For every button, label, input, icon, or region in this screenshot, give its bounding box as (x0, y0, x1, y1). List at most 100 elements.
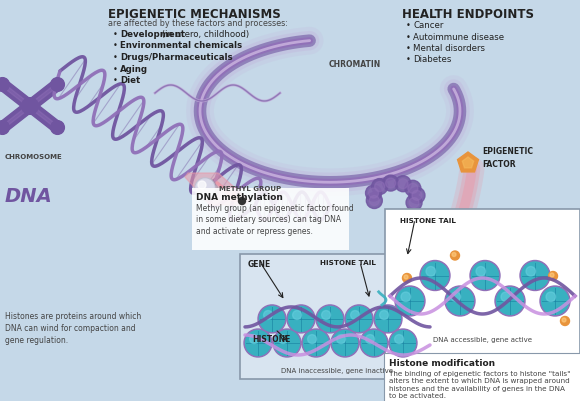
Polygon shape (462, 158, 474, 168)
Circle shape (562, 318, 566, 322)
Text: DNA: DNA (5, 186, 53, 205)
Circle shape (50, 122, 64, 135)
Polygon shape (0, 82, 61, 132)
Circle shape (379, 311, 389, 320)
Circle shape (346, 307, 372, 332)
Text: GENE: GENE (248, 259, 271, 268)
Circle shape (263, 311, 273, 320)
Text: Environmental chemicals: Environmental chemicals (120, 41, 242, 51)
Circle shape (195, 178, 215, 198)
Circle shape (445, 286, 475, 316)
Circle shape (426, 267, 436, 276)
Circle shape (397, 288, 423, 315)
Text: •: • (113, 41, 118, 51)
Text: Histones are proteins around which
DNA can wind for compaction and
gene regulati: Histones are proteins around which DNA c… (5, 311, 142, 344)
Text: Diabetes: Diabetes (413, 55, 451, 64)
Text: HISTONE TAIL: HISTONE TAIL (400, 217, 456, 223)
Text: DNA inaccessible, gene inactive: DNA inaccessible, gene inactive (281, 367, 393, 373)
Text: are affected by these factors and processes:: are affected by these factors and proces… (108, 19, 288, 28)
Circle shape (372, 179, 387, 195)
Circle shape (403, 274, 411, 283)
Circle shape (0, 79, 9, 92)
Text: The binding of epigenetic factors to histone "tails"
alters the extent to which : The binding of epigenetic factors to his… (389, 370, 571, 399)
Circle shape (274, 331, 299, 356)
Circle shape (368, 188, 379, 198)
Text: Diet: Diet (120, 76, 140, 85)
Circle shape (540, 286, 570, 316)
Circle shape (21, 98, 38, 115)
Circle shape (395, 286, 425, 316)
Text: Histone modification: Histone modification (389, 358, 495, 367)
Circle shape (287, 305, 315, 333)
Text: •: • (113, 30, 118, 39)
Circle shape (196, 180, 214, 198)
Circle shape (198, 182, 206, 190)
Circle shape (361, 331, 386, 356)
Circle shape (546, 292, 556, 302)
Circle shape (495, 286, 525, 316)
Text: Cancer: Cancer (413, 21, 443, 30)
Circle shape (383, 176, 398, 192)
Circle shape (526, 267, 535, 276)
Circle shape (386, 178, 396, 188)
Text: •: • (406, 21, 411, 30)
Circle shape (394, 335, 404, 344)
Circle shape (365, 186, 382, 202)
Text: •: • (406, 55, 411, 64)
Circle shape (375, 182, 385, 192)
Circle shape (367, 193, 382, 209)
Circle shape (258, 305, 286, 333)
Circle shape (303, 331, 328, 356)
Circle shape (196, 180, 218, 201)
Text: •: • (113, 76, 118, 85)
Circle shape (331, 329, 359, 357)
Circle shape (521, 262, 549, 289)
Circle shape (50, 79, 64, 92)
Text: METHYL GROUP: METHYL GROUP (219, 186, 281, 192)
Circle shape (374, 305, 402, 333)
Circle shape (259, 307, 285, 332)
Circle shape (409, 198, 419, 208)
Text: Drugs/Pharmaceuticals: Drugs/Pharmaceuticals (120, 53, 233, 62)
Circle shape (496, 288, 524, 315)
Circle shape (273, 329, 301, 357)
Circle shape (401, 292, 411, 302)
Text: •: • (113, 64, 118, 73)
Circle shape (369, 196, 379, 206)
Circle shape (350, 311, 360, 320)
Circle shape (365, 335, 375, 344)
Text: •: • (406, 32, 411, 41)
Text: EPIGENETIC MECHANISMS: EPIGENETIC MECHANISMS (108, 8, 281, 21)
Circle shape (451, 292, 461, 302)
Circle shape (447, 288, 473, 315)
Circle shape (375, 307, 401, 332)
Circle shape (476, 267, 485, 276)
Circle shape (307, 335, 317, 344)
Circle shape (249, 335, 259, 344)
Circle shape (408, 184, 418, 194)
Circle shape (420, 261, 450, 291)
Circle shape (398, 179, 408, 189)
Circle shape (336, 335, 346, 344)
Text: Autoimmune disease: Autoimmune disease (413, 32, 504, 41)
FancyBboxPatch shape (192, 188, 349, 250)
Circle shape (288, 307, 314, 332)
Circle shape (321, 311, 331, 320)
Circle shape (451, 251, 459, 260)
Circle shape (549, 272, 557, 281)
Circle shape (520, 261, 550, 291)
Circle shape (0, 122, 9, 135)
Text: HISTONE: HISTONE (252, 334, 291, 343)
Circle shape (412, 191, 422, 201)
Circle shape (470, 261, 500, 291)
Circle shape (278, 335, 288, 344)
Text: Methyl group (an epigenetic factor found
in some dietary sources) can tag DNA
an: Methyl group (an epigenetic factor found… (196, 203, 354, 235)
Text: HEALTH ENDPOINTS: HEALTH ENDPOINTS (402, 8, 534, 21)
Circle shape (404, 275, 408, 279)
Text: Mental disorders: Mental disorders (413, 44, 485, 53)
Circle shape (360, 329, 388, 357)
FancyBboxPatch shape (240, 254, 435, 379)
Circle shape (245, 331, 270, 356)
Circle shape (317, 307, 343, 332)
Circle shape (472, 262, 498, 289)
